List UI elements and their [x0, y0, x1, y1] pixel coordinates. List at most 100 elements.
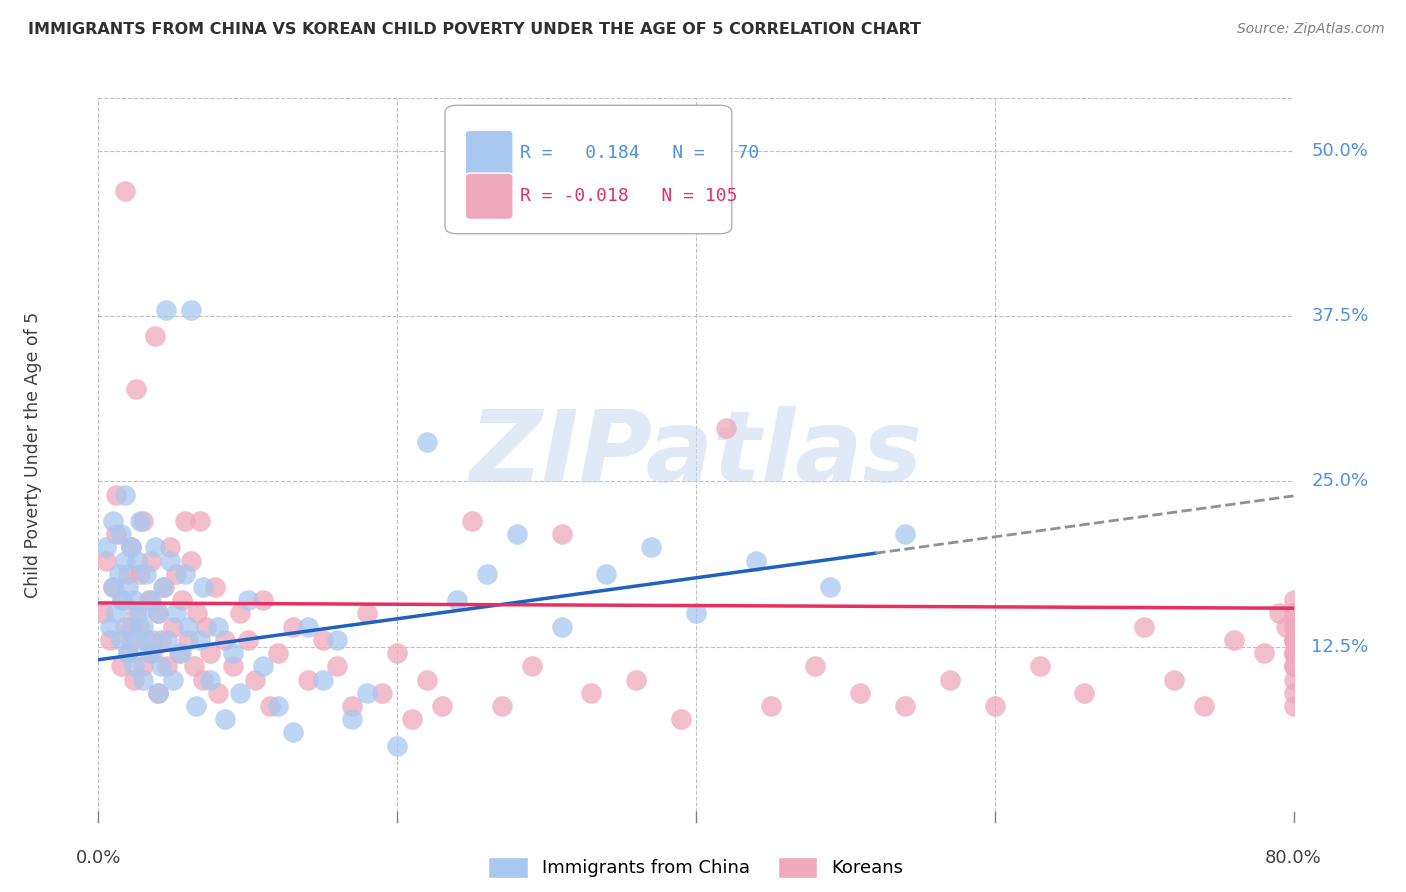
Point [461, 514, 484, 528]
Point [135, 632, 157, 647]
Point [191, 673, 214, 687]
Point [172, 593, 194, 607]
Point [177, 632, 200, 647]
Point [385, 739, 409, 753]
Point [125, 607, 148, 621]
Text: 80.0%: 80.0% [1265, 848, 1322, 867]
Point [152, 580, 174, 594]
Point [311, 632, 333, 647]
Point [267, 698, 290, 713]
Point [169, 646, 191, 660]
Point [98, 620, 122, 634]
Point [162, 673, 184, 687]
Point [1282, 632, 1305, 647]
Point [446, 593, 468, 607]
Text: Source: ZipAtlas.com: Source: ZipAtlas.com [1237, 22, 1385, 37]
FancyBboxPatch shape [465, 130, 513, 177]
Point [1163, 673, 1185, 687]
Point [640, 541, 662, 555]
Point [129, 566, 152, 581]
Point [1282, 686, 1305, 700]
Point [1073, 686, 1095, 700]
Point [132, 620, 155, 634]
Point [148, 686, 170, 700]
Point [297, 673, 319, 687]
Point [1282, 620, 1305, 634]
Point [983, 698, 1005, 713]
Point [148, 686, 170, 700]
Point [1282, 593, 1305, 607]
Point [156, 659, 179, 673]
Point [91, 607, 114, 621]
Text: 0.0%: 0.0% [76, 848, 121, 867]
Point [207, 620, 229, 634]
Point [1253, 646, 1275, 660]
Point [159, 554, 181, 568]
Point [120, 632, 142, 647]
Point [236, 593, 259, 607]
Point [138, 646, 160, 660]
Point [326, 659, 349, 673]
Point [132, 659, 155, 673]
Text: 37.5%: 37.5% [1312, 307, 1369, 326]
Point [139, 554, 162, 568]
Point [311, 673, 333, 687]
Point [143, 329, 166, 343]
Point [1282, 632, 1305, 647]
Point [222, 646, 245, 660]
Point [153, 580, 176, 594]
Point [105, 527, 128, 541]
Point [143, 541, 166, 555]
Point [150, 659, 173, 673]
Point [110, 527, 132, 541]
Point [132, 673, 155, 687]
Point [229, 686, 252, 700]
Point [1275, 620, 1298, 634]
Point [252, 593, 274, 607]
Point [125, 632, 148, 647]
Point [385, 646, 409, 660]
Point [177, 620, 200, 634]
Point [1282, 607, 1305, 621]
Text: 12.5%: 12.5% [1312, 638, 1368, 656]
Point [416, 673, 439, 687]
Point [820, 580, 842, 594]
Text: R = -0.018   N = 105: R = -0.018 N = 105 [520, 187, 738, 205]
Point [252, 659, 274, 673]
Point [128, 620, 150, 634]
Text: ZIPatlas: ZIPatlas [470, 407, 922, 503]
Point [267, 646, 290, 660]
Point [124, 659, 146, 673]
Point [105, 607, 128, 621]
Point [114, 487, 136, 501]
Point [129, 514, 152, 528]
Point [506, 527, 529, 541]
Point [148, 607, 170, 621]
Text: Child Poverty Under the Age of 5: Child Poverty Under the Age of 5 [24, 312, 42, 598]
Point [114, 620, 136, 634]
Point [894, 527, 917, 541]
Point [550, 527, 572, 541]
Point [186, 607, 208, 621]
Point [103, 580, 125, 594]
Text: 50.0%: 50.0% [1312, 142, 1368, 160]
Text: R =   0.184   N =   70: R = 0.184 N = 70 [520, 145, 759, 162]
Text: 25.0%: 25.0% [1312, 473, 1368, 491]
Point [281, 725, 304, 739]
Point [125, 382, 148, 396]
Point [141, 632, 163, 647]
Point [550, 620, 572, 634]
Point [236, 632, 259, 647]
Point [155, 302, 177, 317]
Point [135, 566, 157, 581]
Point [326, 632, 349, 647]
Point [1282, 659, 1305, 673]
Point [127, 554, 149, 568]
Point [401, 712, 423, 726]
Point [342, 698, 364, 713]
Point [167, 646, 190, 660]
Point [180, 554, 202, 568]
Point [259, 698, 281, 713]
Point [245, 673, 267, 687]
Point [200, 673, 222, 687]
